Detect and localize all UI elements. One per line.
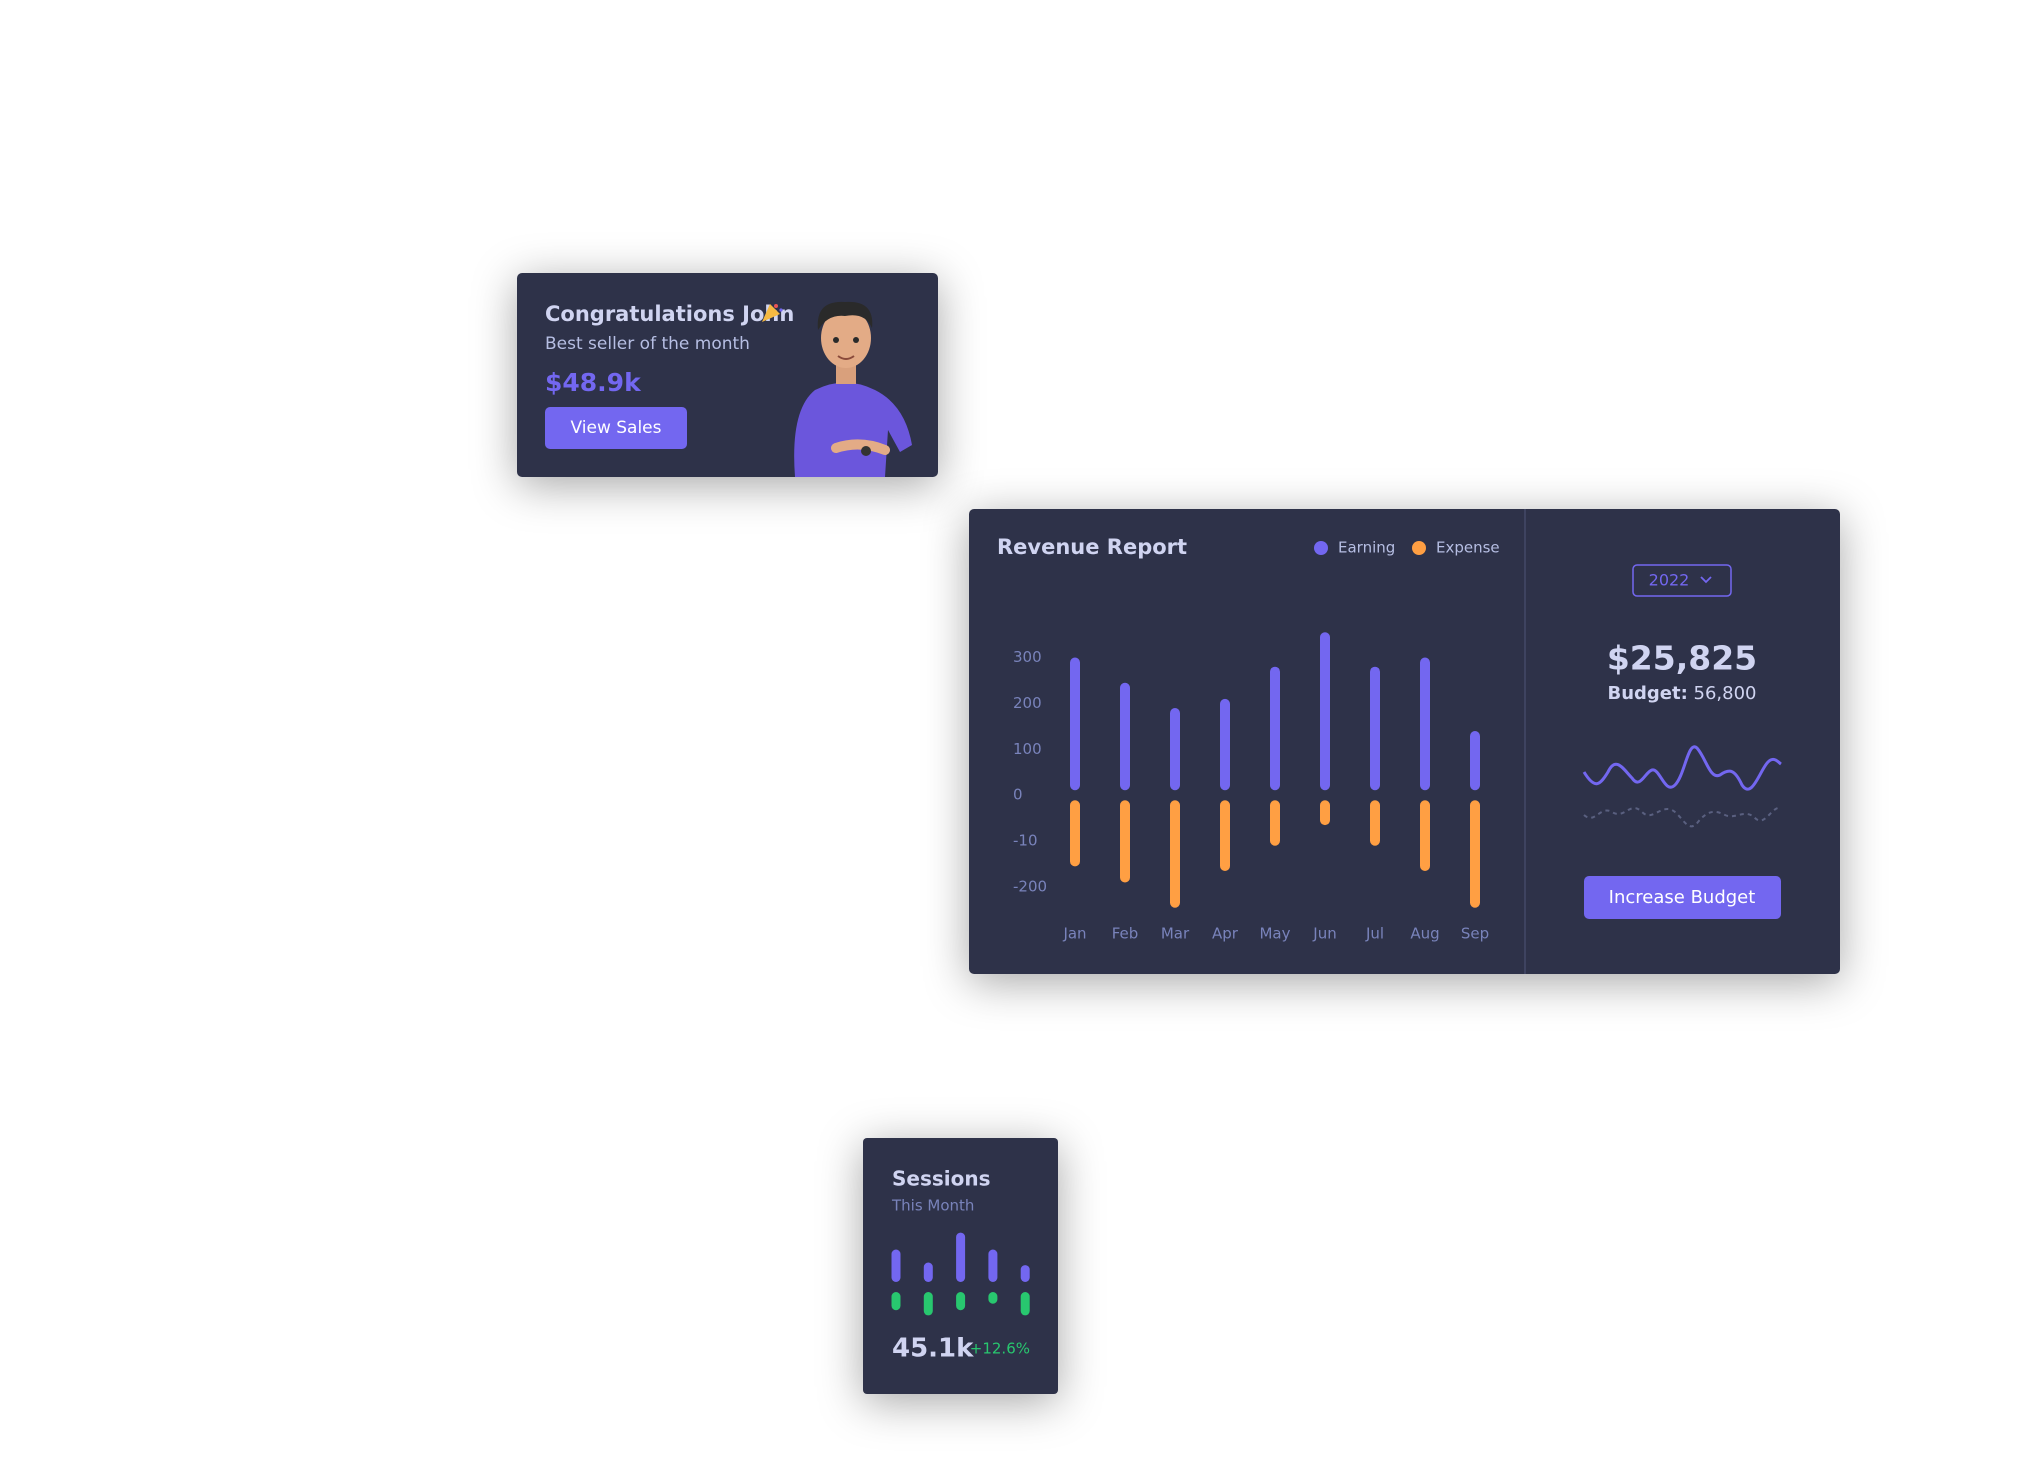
bar <box>1470 800 1480 908</box>
legend-label: Earning <box>1338 539 1395 557</box>
avatar <box>794 301 912 477</box>
revenue-title: Revenue Report <box>997 535 1187 559</box>
legend-marker <box>1314 541 1328 555</box>
revenue-total: $25,825 <box>1607 639 1757 678</box>
bar <box>1170 708 1180 791</box>
budget-line: Budget: 56,800 <box>1607 683 1756 704</box>
bar <box>891 1249 901 1282</box>
y-tick-label: 200 <box>1013 694 1042 712</box>
x-tick-label: Jul <box>1365 925 1384 943</box>
x-tick-label: Mar <box>1161 925 1190 943</box>
view-sales-label[interactable]: View Sales <box>571 418 662 438</box>
bar <box>1270 800 1280 846</box>
bar <box>1470 730 1480 791</box>
increase-budget-label[interactable]: Increase Budget <box>1609 887 1756 908</box>
congrats-subtitle: Best seller of the month <box>545 334 750 354</box>
bar <box>923 1262 933 1282</box>
view-sales-button[interactable] <box>545 407 687 449</box>
sessions-subtitle: This Month <box>891 1197 974 1215</box>
dropdown-chevron <box>1700 576 1712 584</box>
legend-marker <box>1412 541 1426 555</box>
budget-label: Budget: <box>1607 683 1687 704</box>
bar <box>1320 800 1330 826</box>
congrats-title: Congratulations John <box>545 302 794 326</box>
y-tick-label: 300 <box>1013 648 1042 666</box>
bar <box>1020 1265 1030 1282</box>
sessions-chart <box>891 1232 1030 1316</box>
bar <box>1220 800 1230 871</box>
sessions-title: Sessions <box>892 1167 991 1191</box>
bar <box>988 1249 998 1282</box>
revenue-chart: 300 200 100 0 -10 -200 Earning Expense Jan Feb Mar… <box>1013 539 1500 943</box>
congrats-amount: $48.9k <box>545 368 642 397</box>
x-tick-label: Jun <box>1312 925 1336 943</box>
bar <box>1120 800 1130 883</box>
bar <box>988 1292 998 1304</box>
x-tick-label: Sep <box>1461 925 1489 943</box>
bar <box>1320 632 1330 791</box>
bar <box>923 1292 933 1316</box>
bar <box>1370 666 1380 791</box>
y-tick-label: -200 <box>1013 878 1047 896</box>
bar <box>1120 682 1130 791</box>
y-tick-label: -10 <box>1013 832 1038 850</box>
sessions-change: +12.6% <box>970 1340 1030 1358</box>
y-tick-label: 100 <box>1013 740 1042 758</box>
bar <box>956 1292 966 1311</box>
bar <box>1220 698 1230 791</box>
sparkline <box>1582 745 1782 791</box>
revenue-card <box>969 509 1840 974</box>
x-tick-label: May <box>1259 925 1290 943</box>
x-tick-label: Apr <box>1212 925 1239 943</box>
sessions-total: 45.1k <box>892 1334 974 1364</box>
bar <box>1170 800 1180 908</box>
year-dropdown[interactable] <box>1632 564 1732 597</box>
bar <box>1370 800 1380 846</box>
bar <box>1070 657 1080 791</box>
x-tick-label: Feb <box>1112 925 1139 943</box>
bar <box>1020 1292 1030 1316</box>
sparkline-dashed <box>1583 806 1782 828</box>
bar <box>1420 800 1430 871</box>
bar <box>1420 657 1430 791</box>
x-tick-label: Jan <box>1062 925 1086 943</box>
budget-value: 56,800 <box>1694 683 1757 704</box>
legend-label: Expense <box>1436 539 1500 557</box>
bar <box>1270 666 1280 791</box>
year-label[interactable]: 2022 <box>1649 571 1690 590</box>
bar <box>1070 800 1080 867</box>
x-tick-label: Aug <box>1410 925 1439 943</box>
party-icon <box>762 304 783 322</box>
bar <box>956 1232 966 1282</box>
increase-budget-button[interactable] <box>1584 876 1781 919</box>
bar <box>891 1292 901 1311</box>
y-tick-label: 0 <box>1013 786 1023 804</box>
